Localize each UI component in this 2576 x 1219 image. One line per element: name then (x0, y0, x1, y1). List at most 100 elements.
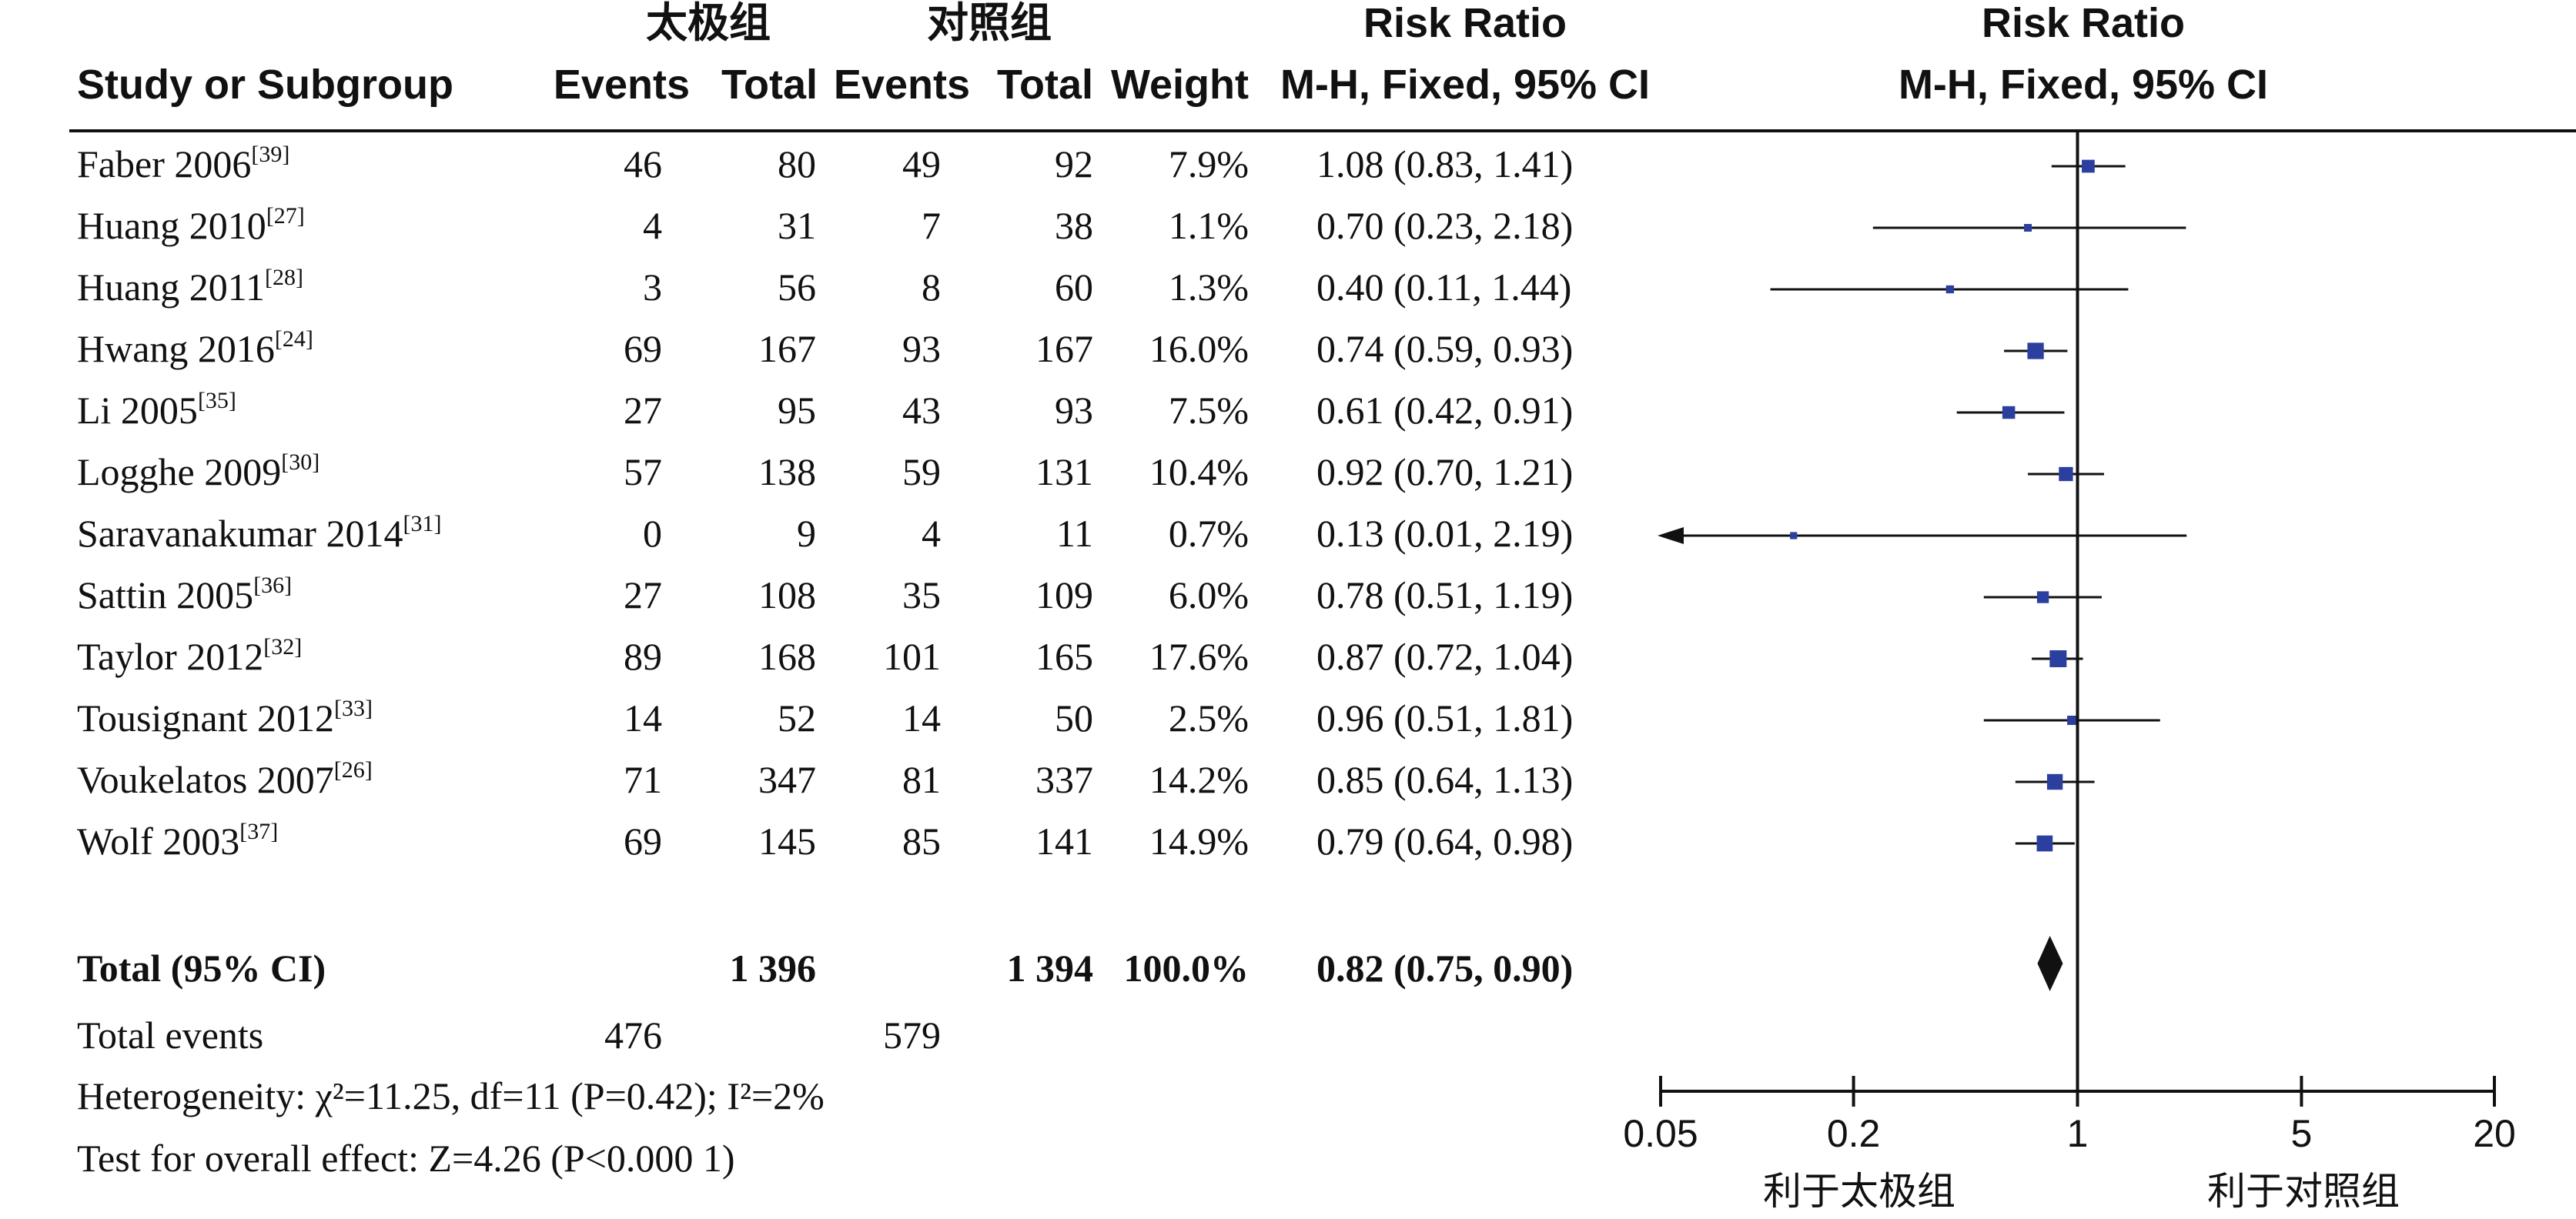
group1-events-header: Events (554, 62, 690, 108)
study-row: Saravanakumar 2014[31] 0 9 4 11 0.7% 0.13 (0.0… (77, 511, 1573, 555)
total-weight-value: 100.0% (1124, 947, 1250, 990)
group2-total-value: 165 (1035, 635, 1093, 678)
ci-clip-arrow (1658, 527, 1684, 544)
study-name: Logghe 2009 (77, 450, 281, 493)
group1-events-value: 69 (624, 327, 662, 370)
group2-events-value: 4 (922, 512, 941, 555)
heterogeneity-text: Heterogeneity: χ²=11.25, df=11 (P=0.42);… (77, 1074, 825, 1117)
group1-events-value: 0 (643, 512, 662, 555)
group1-events-value: 69 (624, 820, 662, 863)
effect-marker (2046, 773, 2063, 790)
study-row: Sattin 2005[36] 27 108 35 109 6.0% 0.78 (0.51,… (77, 573, 1573, 616)
group2-total-value: 93 (1055, 389, 1093, 432)
study-reference: [26] (334, 757, 373, 783)
group2-total-value: 109 (1035, 573, 1093, 616)
group2-header: 对照组 (927, 0, 1052, 46)
favours-right-label: 利于对照组 (2207, 1169, 2400, 1214)
risk-ratio-ci-value: 0.87 (0.72, 1.04) (1316, 635, 1573, 678)
study-name-label: Li 2005[35] (77, 388, 236, 432)
group1-events-value: 89 (624, 635, 662, 678)
study-name: Sattin 2005 (77, 573, 253, 616)
study-name-label: Taylor 2012[32] (77, 634, 302, 678)
x-tick-label: 1 (2067, 1112, 2089, 1155)
study-name: Taylor 2012 (77, 635, 263, 678)
group2-events-value: 35 (902, 573, 941, 616)
group1-events-value: 27 (624, 573, 662, 616)
study-row: Tousignant 2012[33] 14 52 14 50 2.5% 0.96 (0.5… (77, 696, 1573, 740)
total-row: 1 396 1 394 100.0% 0.82 (0.75, 0.90) 476 579 (604, 947, 1573, 1057)
group2-total-value: 11 (1056, 512, 1093, 555)
study-row: Voukelatos 2007[26] 71 347 81 337 14.2% 0.85 (… (77, 757, 1573, 801)
x-tick-label: 0.2 (1827, 1112, 1881, 1155)
rr-column-title: Risk Ratio (1363, 0, 1567, 46)
weight-value: 6.0% (1169, 573, 1249, 616)
study-name-label: Faber 2006[39] (77, 142, 289, 185)
effect-marker (2027, 342, 2044, 359)
group1-total-value: 80 (778, 142, 816, 185)
study-name-label: Hwang 2016[24] (77, 326, 313, 370)
risk-ratio-ci-value: 0.61 (0.42, 0.91) (1316, 389, 1573, 432)
group2-total-value: 92 (1055, 142, 1093, 185)
study-name-label: Tousignant 2012[33] (77, 696, 373, 740)
weight-value: 1.1% (1169, 204, 1249, 247)
study-name: Wolf 2003 (77, 820, 239, 863)
effect-marker (2024, 224, 2032, 232)
study-reference: [27] (266, 203, 305, 229)
study-name-label: Huang 2010[27] (77, 203, 305, 247)
group1-total-value: 108 (758, 573, 816, 616)
study-name: Li 2005 (77, 389, 198, 432)
group2-events-value: 43 (902, 389, 941, 432)
study-reference: [32] (263, 634, 302, 660)
risk-ratio-ci-value: 0.74 (0.59, 0.93) (1316, 327, 1573, 370)
group1-total-value: 168 (758, 635, 816, 678)
study-row: Wolf 2003[37] 69 145 85 141 14.9% 0.79 (0.64, … (77, 819, 1573, 863)
study-name-label: Voukelatos 2007[26] (77, 757, 373, 801)
weight-value: 7.9% (1169, 142, 1249, 185)
study-name-label: Sattin 2005[36] (77, 573, 292, 616)
group1-events-value: 27 (624, 389, 662, 432)
x-tick-label: 20 (2473, 1112, 2516, 1155)
effect-marker (2082, 159, 2095, 173)
weight-value: 7.5% (1169, 389, 1249, 432)
study-rows: Faber 2006[39] 46 80 49 92 7.9% 1.08 (0.83, 1.… (77, 142, 1573, 1057)
study-reference: [24] (275, 326, 313, 352)
risk-ratio-ci-value: 0.13 (0.01, 2.19) (1316, 512, 1573, 555)
risk-ratio-ci-value: 1.08 (0.83, 1.41) (1316, 142, 1573, 185)
group2-events-value: 85 (902, 820, 941, 863)
study-row: Huang 2010[27] 4 31 7 38 1.1% 0.70 (0.23, 2.18… (77, 203, 1573, 247)
effect-marker (1790, 532, 1798, 539)
group1-total-value: 145 (758, 820, 816, 863)
plot-area: 0.05 0.2 1 5 20 (1623, 131, 2516, 1155)
risk-ratio-ci-value: 0.85 (0.64, 1.13) (1316, 758, 1573, 801)
group1-total-n: 1 396 (730, 947, 817, 990)
study-reference: [28] (265, 265, 303, 290)
study-name: Saravanakumar 2014 (77, 512, 403, 555)
study-reference: [36] (253, 573, 292, 598)
weight-value: 14.2% (1149, 758, 1249, 801)
study-name-label: Wolf 2003[37] (77, 819, 278, 863)
risk-ratio-ci-value: 0.78 (0.51, 1.19) (1316, 573, 1573, 616)
group2-events-value: 8 (922, 266, 941, 309)
total-events-label: Total events (77, 1014, 263, 1057)
group2-events-value: 7 (922, 204, 941, 247)
x-tick-label: 0.05 (1623, 1112, 1698, 1155)
study-reference: [33] (334, 696, 373, 721)
study-name: Huang 2010 (77, 204, 266, 247)
study-reference: [31] (403, 511, 441, 536)
overall-effect-text: Test for overall effect: Z=4.26 (P<0.000… (77, 1137, 735, 1180)
weight-value: 0.7% (1169, 512, 1249, 555)
group1-total-events: 476 (604, 1014, 662, 1057)
weight-header: Weight (1111, 62, 1249, 108)
study-reference: [39] (251, 142, 289, 167)
pooled-effect-diamond (2037, 936, 2063, 991)
group2-events-value: 101 (883, 635, 941, 678)
group1-total-value: 138 (758, 450, 816, 493)
group1-total-header: Total (721, 62, 818, 108)
effect-marker (2036, 835, 2053, 852)
group2-total-value: 38 (1055, 204, 1093, 247)
group2-total-value: 50 (1055, 696, 1093, 740)
study-row: Hwang 2016[24] 69 167 93 167 16.0% 0.74 (0.59,… (77, 326, 1573, 370)
group1-total-value: 52 (778, 696, 816, 740)
